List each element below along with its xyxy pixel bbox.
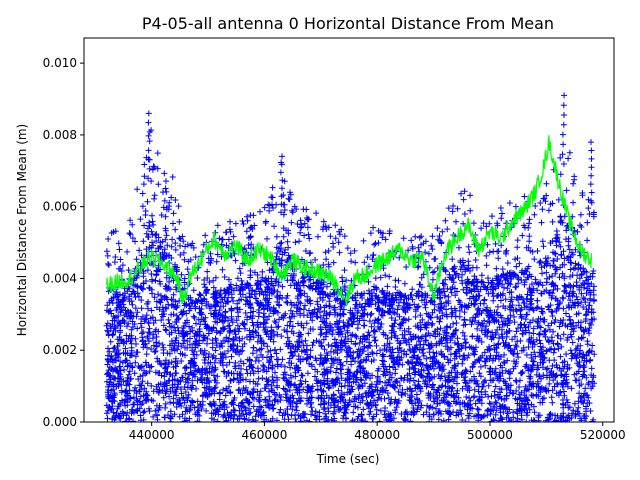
y-tick-label: 0.000 — [43, 415, 77, 429]
chart-title: P4-05-all antenna 0 Horizontal Distance … — [142, 14, 554, 33]
blue-plus-markers — [103, 92, 598, 422]
x-axis: 440000 460000 480000 500000 520000 — [129, 422, 626, 442]
plot-frame — [83, 37, 615, 423]
green-line-series — [106, 135, 592, 308]
x-axis-label: Time (sec) — [316, 452, 380, 466]
x-tick-label: 500000 — [467, 428, 513, 442]
y-tick-label: 0.010 — [43, 56, 77, 70]
y-tick-label: 0.008 — [43, 128, 77, 142]
y-tick-label: 0.006 — [43, 200, 77, 214]
y-axis-label: Horizontal Distance From Mean (m) — [15, 124, 29, 336]
green-mean-line — [106, 135, 592, 308]
x-tick-label: 480000 — [354, 428, 400, 442]
y-tick-label: 0.004 — [43, 271, 77, 285]
x-tick-label: 520000 — [580, 428, 626, 442]
x-tick-label: 460000 — [242, 428, 288, 442]
blue-point-series — [103, 92, 598, 422]
y-tick-label: 0.002 — [43, 343, 77, 357]
x-tick-label: 440000 — [129, 428, 175, 442]
plot-area — [103, 92, 598, 422]
y-axis: 0.000 0.002 0.004 0.006 0.008 0.010 — [43, 56, 84, 429]
